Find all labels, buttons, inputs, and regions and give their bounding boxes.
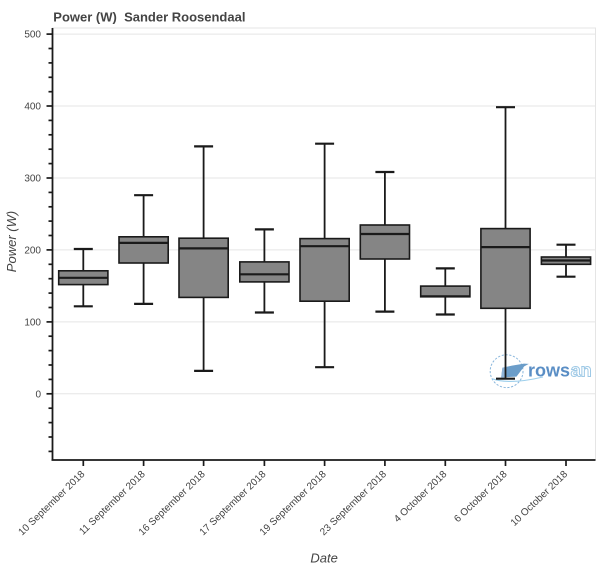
svg-text:rows: rows (528, 360, 570, 380)
svg-text:400: 400 (24, 102, 41, 113)
svg-text:Date: Date (310, 551, 337, 566)
svg-text:an: an (571, 360, 592, 380)
svg-text:300: 300 (24, 174, 41, 185)
svg-text:0: 0 (35, 389, 41, 400)
svg-text:200: 200 (24, 245, 41, 256)
svg-text:Power (W): Power (W) (4, 211, 19, 272)
svg-text:Power (W) Sander Roosendaal: Power (W) Sander Roosendaal (53, 10, 245, 25)
svg-text:500: 500 (24, 30, 41, 41)
svg-text:100: 100 (24, 317, 41, 328)
